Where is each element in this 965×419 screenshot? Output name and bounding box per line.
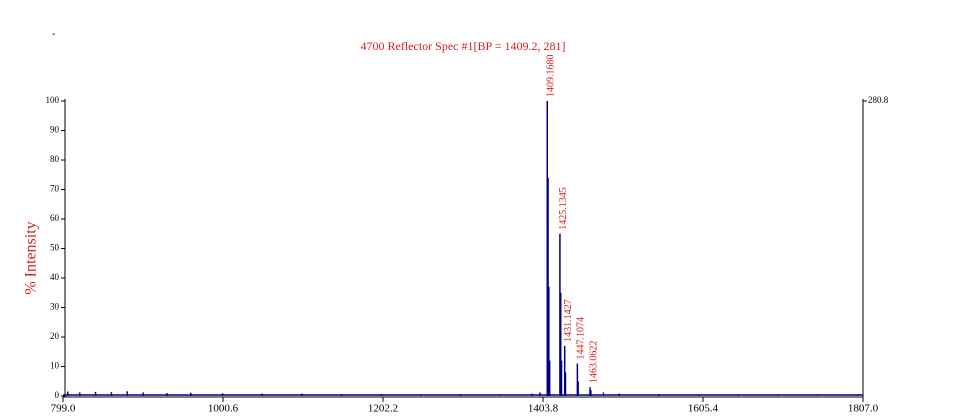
y-tick-label: 10 [50, 361, 60, 371]
x-tick-label: 1403.8 [528, 403, 559, 415]
y-tick-label: 70 [50, 184, 60, 194]
y-tick-label: 60 [50, 213, 60, 223]
y-tick-label: 80 [50, 154, 60, 164]
peak-label: 1431.1427 [563, 299, 574, 342]
corner-text: - [52, 28, 55, 39]
x-tick-label: 799.0 [51, 403, 76, 415]
y-tick-label: 100 [46, 95, 60, 105]
y-tick-label: 30 [50, 302, 60, 312]
x-tick-label: 1807.0 [848, 403, 879, 415]
peak-label: 1463.0622 [588, 341, 599, 384]
peak-label: 1447.1074 [576, 317, 587, 360]
peak-label: 1425.1345 [558, 187, 569, 230]
x-tick-label: 1605.4 [688, 403, 719, 415]
y-axis-label: % Intensity [23, 221, 40, 294]
chart-title: 4700 Reflector Spec #1[BP = 1409.2, 281] [361, 39, 566, 53]
y-tick-label: 20 [50, 331, 60, 341]
y2-tick-label: 280.8 [868, 95, 889, 105]
y-tick-label: 40 [50, 272, 60, 282]
peak-label: 1409.1680 [546, 55, 557, 98]
x-tick-label: 1202.2 [368, 403, 398, 415]
y-tick-label: 0 [55, 390, 60, 400]
x-tick-label: 1000.6 [208, 403, 239, 415]
y-tick-label: 90 [50, 125, 60, 135]
y-tick-label: 50 [50, 243, 60, 253]
